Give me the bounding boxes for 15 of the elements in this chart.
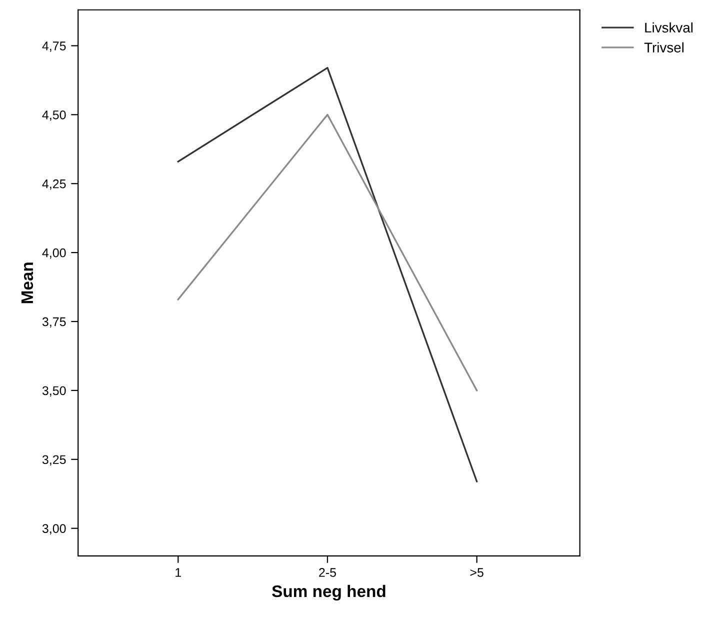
y-tick-label: 4,25	[42, 179, 66, 190]
y-tick-label: 3,25	[42, 455, 66, 466]
legend-label: Livskval	[645, 22, 693, 33]
legend-label: Trivsel	[644, 42, 684, 52]
y-axis-title: Mean	[21, 262, 34, 304]
y-tick-label: 4,75	[42, 42, 66, 52]
x-axis-title: Sum neg hend	[272, 584, 386, 601]
x-tick-label: 1	[176, 568, 182, 577]
y-tick-label: 3,75	[42, 317, 66, 328]
y-tick-label: 3,00	[42, 524, 66, 534]
y-tick-label: 3,50	[42, 386, 66, 397]
y-tick-label: 4,50	[42, 110, 66, 121]
x-tick-label: >5	[470, 568, 484, 577]
y-tick-label: 4,00	[42, 248, 66, 259]
x-tick-label: 2-5	[319, 568, 336, 577]
